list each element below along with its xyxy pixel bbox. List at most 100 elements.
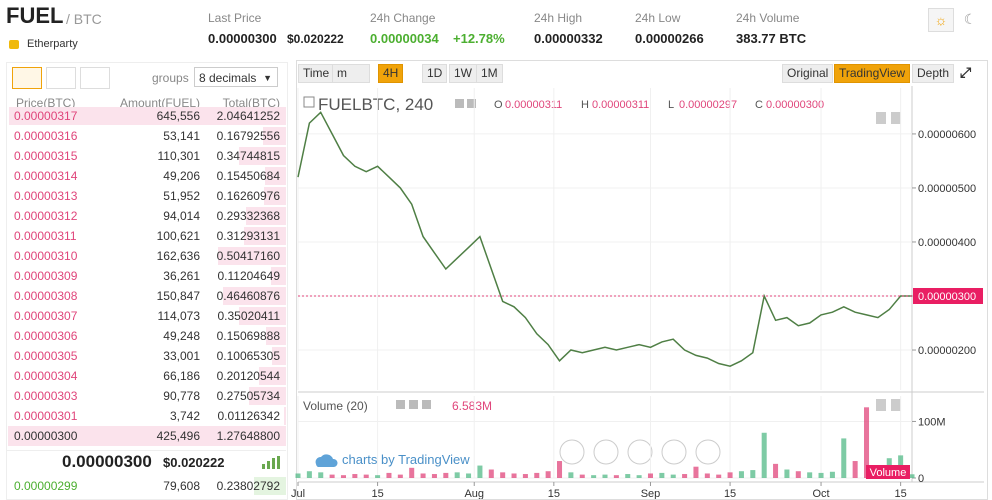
ask-row[interactable]: 0.00000314 49,206 0.15450684 bbox=[8, 166, 286, 186]
ask-row[interactable]: 0.00000304 66,186 0.20120544 bbox=[8, 366, 286, 386]
stat-label: 24h High bbox=[534, 11, 583, 25]
volume-bar bbox=[864, 407, 870, 478]
ask-row[interactable]: 0.00000309 36,261 0.11204649 bbox=[8, 266, 286, 286]
volume-bar bbox=[500, 472, 506, 478]
fullscreen-button[interactable]: ⤢ bbox=[960, 64, 972, 80]
ask-row[interactable]: 0.00000316 53,141 0.16792556 bbox=[8, 126, 286, 146]
interval-button[interactable]: m bbox=[332, 64, 370, 83]
price: 0.00000316 bbox=[14, 129, 78, 143]
view-bids-button[interactable] bbox=[46, 67, 76, 89]
settings-icon[interactable] bbox=[422, 400, 431, 409]
ask-row[interactable]: 0.00000317 645,556 2.04641252 bbox=[8, 106, 286, 126]
decimals-select[interactable]: 8 decimals ▼ bbox=[194, 67, 278, 87]
total: 0.31293131 bbox=[216, 229, 280, 243]
volume-legend: Volume (20) bbox=[303, 399, 368, 413]
view-both-button[interactable] bbox=[12, 67, 42, 89]
settings-icon[interactable] bbox=[396, 400, 405, 409]
view-button[interactable]: Depth bbox=[912, 64, 955, 83]
volume-bar bbox=[409, 467, 415, 478]
ask-row[interactable]: 0.00000301 3,742 0.01126342 bbox=[8, 406, 286, 426]
depth-bar bbox=[272, 347, 286, 365]
pane-button[interactable] bbox=[876, 399, 886, 411]
settings-icon[interactable] bbox=[455, 99, 464, 108]
price: 0.00000314 bbox=[14, 169, 78, 183]
volume-bar bbox=[488, 469, 494, 478]
ask-row[interactable]: 0.00000308 150,847 0.46460876 bbox=[8, 286, 286, 306]
ask-row[interactable]: 0.00000315 110,301 0.34744815 bbox=[8, 146, 286, 166]
volume-bar bbox=[340, 475, 346, 478]
divider bbox=[6, 450, 286, 451]
interval-button[interactable]: 4H bbox=[378, 64, 404, 83]
stat-label: 24h Low bbox=[635, 11, 681, 25]
depth-bar bbox=[263, 127, 286, 145]
pane-button[interactable] bbox=[891, 112, 901, 124]
price: 0.00000305 bbox=[14, 349, 78, 363]
price: 0.00000299 bbox=[14, 479, 78, 493]
volume-bar bbox=[852, 461, 858, 478]
settings-icon[interactable] bbox=[467, 99, 476, 108]
settings-icon[interactable] bbox=[409, 400, 418, 409]
volume-bar bbox=[306, 471, 312, 478]
ask-row[interactable]: 0.00000313 51,952 0.16260976 bbox=[8, 186, 286, 206]
view-button[interactable]: TradingView bbox=[834, 64, 911, 83]
stat-value: 0.00000266 bbox=[635, 31, 704, 46]
view-button[interactable]: Original bbox=[782, 64, 834, 83]
amount: 36,261 bbox=[163, 269, 200, 283]
price: 0.00000307 bbox=[14, 309, 78, 323]
total: 0.11204649 bbox=[217, 269, 280, 283]
bid-row[interactable]: 0.00000299 79,608 0.23802792 bbox=[8, 476, 286, 496]
ask-row[interactable]: 0.00000310 162,636 0.50417160 bbox=[8, 246, 286, 266]
total: 0.15450684 bbox=[216, 169, 280, 183]
ask-row[interactable]: 0.00000300 425,496 1.27648800 bbox=[8, 426, 286, 446]
ohlc-value: 0.00000300 bbox=[766, 99, 824, 111]
ask-row[interactable]: 0.00000312 94,014 0.29332368 bbox=[8, 206, 286, 226]
depth-bar bbox=[8, 107, 286, 125]
amount: 110,301 bbox=[157, 149, 201, 163]
ask-row[interactable]: 0.00000303 90,778 0.27505734 bbox=[8, 386, 286, 406]
pair: / BTC bbox=[66, 11, 102, 27]
volume-bar bbox=[363, 474, 369, 478]
ask-row[interactable]: 0.00000306 49,248 0.15069888 bbox=[8, 326, 286, 346]
volume-bar bbox=[727, 472, 733, 478]
total: 0.35020411 bbox=[217, 309, 280, 323]
volume-bar bbox=[466, 473, 472, 478]
amount: 94,014 bbox=[163, 209, 200, 223]
volume-bar bbox=[784, 469, 790, 478]
volume-bar bbox=[750, 470, 756, 478]
volume-bar bbox=[761, 432, 767, 478]
price: 0.00000310 bbox=[14, 249, 78, 263]
ohlc-value: 0.00000297 bbox=[679, 99, 737, 111]
volume-bar bbox=[909, 474, 915, 478]
price: 0.00000309 bbox=[14, 269, 78, 283]
ask-row[interactable]: 0.00000311 100,621 0.31293131 bbox=[8, 226, 286, 246]
amount: 645,556 bbox=[156, 109, 200, 123]
volume-bar bbox=[613, 475, 619, 478]
volume-bar bbox=[636, 475, 642, 478]
pane-button[interactable] bbox=[891, 399, 901, 411]
x-tick-label: 15 bbox=[548, 488, 560, 499]
last-price-tag bbox=[913, 287, 983, 304]
amount: 100,621 bbox=[156, 229, 200, 243]
dark-theme-button[interactable]: ☾ bbox=[963, 11, 977, 27]
view-asks-button[interactable] bbox=[80, 67, 110, 89]
volume-tag bbox=[866, 465, 910, 479]
stat-extra: +12.78% bbox=[453, 31, 505, 46]
light-theme-button[interactable]: ☼ bbox=[928, 8, 954, 32]
x-tick-label: Sep bbox=[641, 488, 661, 499]
volume-bar bbox=[352, 474, 358, 478]
ask-row[interactable]: 0.00000307 114,073 0.35020411 bbox=[8, 306, 286, 326]
amount: 66,186 bbox=[163, 369, 200, 383]
price: 0.00000303 bbox=[14, 389, 78, 403]
ask-row[interactable]: 0.00000305 33,001 0.10065305 bbox=[8, 346, 286, 366]
interval-button[interactable]: 1M bbox=[476, 64, 503, 83]
pane-button[interactable] bbox=[876, 112, 886, 124]
interval-button[interactable]: 1D bbox=[422, 64, 448, 83]
x-tick-label: 15 bbox=[895, 488, 907, 499]
total: 1.27648800 bbox=[216, 429, 280, 443]
collapse-icon[interactable] bbox=[303, 96, 315, 108]
signal-icon bbox=[262, 456, 280, 469]
total: 0.27505734 bbox=[216, 389, 280, 403]
y-tick-label: 0.00000600 bbox=[918, 129, 976, 141]
amount: 51,952 bbox=[163, 189, 200, 203]
